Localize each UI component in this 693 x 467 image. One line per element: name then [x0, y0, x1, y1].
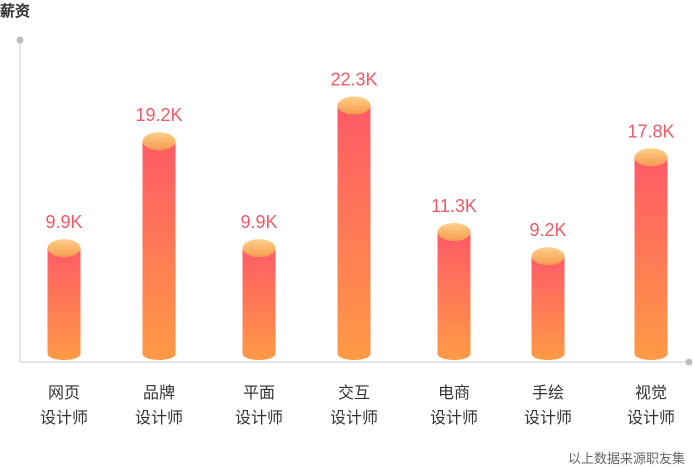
bar-1	[47, 239, 81, 360]
bar-6	[531, 247, 565, 360]
category-label: 品牌	[143, 383, 175, 402]
bar-value-label: 9.9K	[45, 212, 82, 232]
category-label: 设计师	[524, 408, 572, 427]
bar-cap	[337, 96, 371, 115]
bar-cap	[437, 223, 471, 242]
bar-3	[242, 239, 276, 360]
bar-value-label: 9.2K	[529, 220, 566, 240]
bar-4	[337, 96, 371, 360]
category-label: 平面	[243, 383, 275, 402]
bar-body	[242, 248, 276, 360]
bar-cap	[634, 148, 668, 167]
category-label: 设计师	[40, 408, 88, 427]
category-label: 设计师	[627, 408, 675, 427]
bar-cap	[531, 247, 565, 266]
category-label: 网页	[48, 383, 80, 402]
category-label: 设计师	[330, 408, 378, 427]
x-axis-end-dot	[685, 358, 693, 366]
bar-7	[634, 148, 668, 360]
category-label: 视觉	[635, 383, 667, 402]
category-label: 手绘	[532, 383, 564, 402]
bar-value-label: 11.3K	[431, 196, 477, 216]
category-label: 电商	[438, 383, 470, 402]
bar-cap	[47, 239, 81, 258]
bar-body	[531, 256, 565, 360]
bar-value-label: 19.2K	[135, 105, 182, 125]
bar-body	[47, 248, 81, 360]
data-source-note: 以上数据来源职友集	[567, 452, 685, 467]
bar-body	[337, 105, 371, 360]
bar-body	[437, 232, 471, 360]
y-axis-end-dot	[16, 36, 24, 44]
category-label: 设计师	[235, 408, 283, 427]
bar-5	[437, 223, 471, 360]
category-label: 交互	[338, 383, 370, 402]
bar-body	[142, 141, 176, 360]
y-axis-label: 薪资	[0, 2, 31, 20]
bar-value-label: 17.8K	[627, 121, 674, 141]
category-label: 设计师	[430, 408, 478, 427]
bar-2	[142, 132, 176, 360]
bar-cap	[142, 132, 176, 151]
bar-value-label: 9.9K	[240, 212, 277, 232]
category-label: 设计师	[135, 408, 183, 427]
bar-value-label: 22.3K	[330, 70, 377, 90]
bar-cap	[242, 239, 276, 258]
bar-body	[634, 157, 668, 360]
